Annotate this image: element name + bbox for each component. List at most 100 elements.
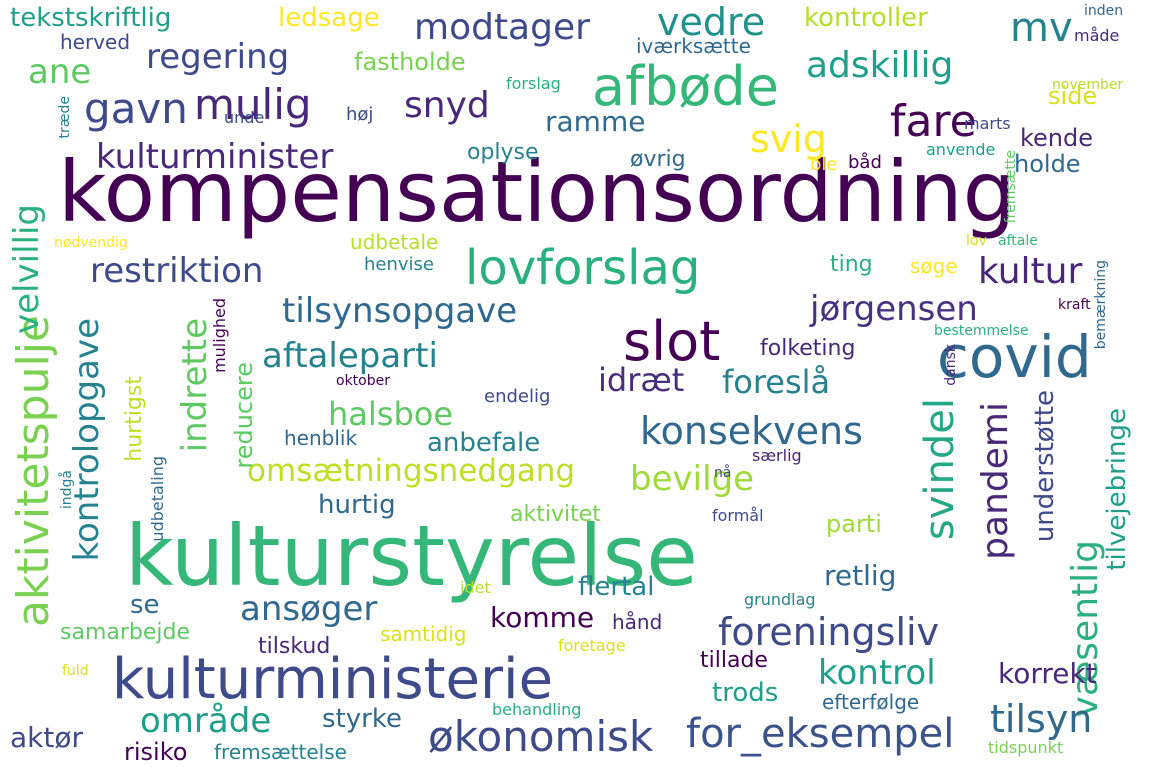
word: fare <box>890 96 977 147</box>
word: bevilge <box>630 459 755 499</box>
word: mulighed <box>210 298 229 373</box>
word: tilvejebringe <box>1102 408 1132 571</box>
word: adskillig <box>806 45 954 86</box>
word: komme <box>490 601 595 634</box>
word: hurtig <box>318 490 396 520</box>
word: folketing <box>760 336 856 361</box>
word: kontrol <box>818 653 936 693</box>
word: kompensationsordning <box>58 143 1016 241</box>
word: ane <box>28 52 92 92</box>
word: november <box>1052 77 1124 93</box>
word: tilsynsopgave <box>282 291 518 331</box>
word: tidspunkt <box>988 738 1064 757</box>
word: aktivitet <box>510 502 601 527</box>
word: grundlag <box>744 590 816 609</box>
word: slot <box>623 310 721 373</box>
word: inden <box>1084 3 1124 19</box>
word: træde <box>57 96 73 139</box>
word: tillade <box>700 648 768 673</box>
word: tekstskriftlig <box>10 3 172 33</box>
word: fremsættelse <box>214 740 347 764</box>
word: forslag <box>506 74 561 93</box>
word: aftale <box>998 233 1038 249</box>
word: iværksætte <box>636 34 751 58</box>
word: jørgensen <box>810 289 978 329</box>
word: økonomisk <box>428 712 654 761</box>
word: kulturstyrelse <box>125 507 698 605</box>
word: vedre <box>657 0 766 44</box>
word: tilskud <box>258 634 331 659</box>
word: kultur <box>978 251 1083 292</box>
word: herved <box>60 30 131 54</box>
word: flertal <box>578 572 655 602</box>
word: kontroller <box>804 3 928 33</box>
word: behandling <box>492 700 582 719</box>
word: fremsætte <box>1003 150 1019 224</box>
word: mulig <box>194 80 312 129</box>
word: samarbejde <box>60 620 191 645</box>
word: understøtte <box>1030 390 1060 543</box>
word: afbøde <box>592 55 779 118</box>
word: for_eksempel <box>686 711 955 757</box>
word: aktør <box>10 721 83 754</box>
word: bemærkning <box>1093 260 1109 350</box>
word: parti <box>826 510 882 538</box>
word: område <box>140 701 272 741</box>
word: indrette <box>175 318 215 453</box>
word: lovforslag <box>465 240 701 296</box>
word: båd <box>848 152 882 173</box>
word: reducere <box>230 362 258 469</box>
word: korrekt <box>998 657 1097 690</box>
word: søge <box>910 254 958 278</box>
word: særlig <box>752 446 802 465</box>
word: modtager <box>414 7 590 48</box>
word: svindel <box>917 398 963 541</box>
word: gavn <box>84 84 188 133</box>
word: hånd <box>612 610 663 634</box>
word: henvise <box>364 254 434 275</box>
word: unde <box>224 108 265 127</box>
word: bestemmelse <box>934 323 1029 339</box>
word: nødvendig <box>54 235 128 251</box>
word: fastholde <box>354 48 466 76</box>
word: holde <box>1014 150 1081 178</box>
word: anbefale <box>427 428 541 458</box>
word: væsentlig <box>1065 540 1106 718</box>
word: covid <box>937 323 1092 391</box>
word: anvende <box>926 140 996 159</box>
word: ledsage <box>278 3 380 33</box>
word: foreningsliv <box>718 610 940 654</box>
word: side <box>1048 82 1098 110</box>
word: foreslå <box>722 363 831 401</box>
word: ramme <box>545 105 646 138</box>
word: endelig <box>484 386 551 407</box>
word: halsboe <box>328 395 454 433</box>
word: konsekvens <box>640 409 863 453</box>
word: aftaleparti <box>262 336 438 376</box>
word: svig <box>750 117 827 161</box>
word: kende <box>1020 124 1094 152</box>
word: måde <box>1074 26 1120 45</box>
word: udbetaling <box>148 456 167 542</box>
word: lov <box>966 233 987 249</box>
word: hurtigst <box>122 376 147 462</box>
word: formål <box>712 506 764 525</box>
word: kulturminister <box>96 137 334 177</box>
word: høj <box>346 104 374 125</box>
word: restriktion <box>90 251 264 291</box>
word: idræt <box>598 361 685 399</box>
word: regering <box>146 37 290 77</box>
word: kulturministerie <box>112 647 554 712</box>
word: henblik <box>284 426 358 450</box>
word: pandemi <box>975 402 1016 560</box>
word: ble <box>810 154 838 175</box>
word: aktivitetspulje <box>8 315 59 628</box>
word: tilsyn <box>990 697 1093 741</box>
word: omsætningsnedgang <box>247 453 576 489</box>
word: kontrolopgave <box>67 318 107 562</box>
word: fuld <box>62 663 89 679</box>
word: oplyse <box>467 140 539 165</box>
word: oktober <box>336 373 390 389</box>
word: efterfølge <box>822 690 920 714</box>
